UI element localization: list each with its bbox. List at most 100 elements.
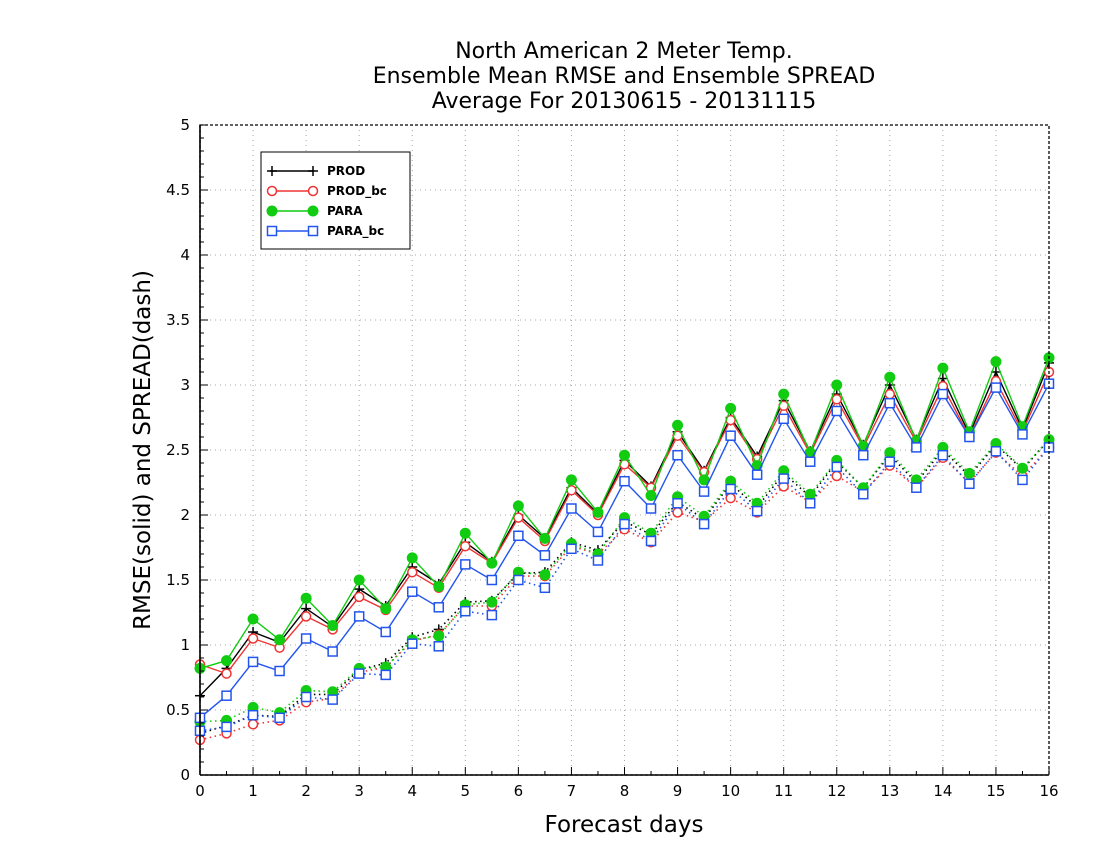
series-para-bc-rmse-point: [513, 530, 524, 542]
x-tick-label: 0: [195, 782, 205, 800]
y-tick-label: 2: [180, 506, 190, 524]
series-prod-bc-rmse-point: [513, 512, 524, 523]
series-para-bc-rmse-point: [751, 469, 763, 480]
legend-marker: [267, 166, 277, 176]
series-para-rmse-point: [645, 490, 657, 501]
series-para-rmse-point: [486, 557, 498, 569]
series-para-bc-rmse-point: [433, 602, 445, 613]
x-tick-label: 9: [673, 782, 683, 800]
series-para-bc-rmse-point: [990, 382, 1002, 393]
series-para-bc-spread-point: [698, 518, 710, 530]
series-para-bc-spread-point: [645, 535, 657, 547]
series-para-bc-spread-point: [353, 668, 365, 679]
series-para-bc-spread-point: [539, 582, 551, 594]
y-tick-label: 2.5: [166, 441, 190, 459]
legend-marker: [307, 205, 319, 217]
series-para-spread-point: [433, 630, 445, 642]
series-para-bc-spread-point: [460, 605, 471, 617]
series-para-bc-spread-point: [990, 446, 1002, 457]
series-para-bc-spread-point: [247, 709, 259, 721]
x-tick-label: 13: [880, 782, 899, 800]
series-para-bc-rmse-point: [300, 633, 312, 644]
series-para-bc-spread-point: [725, 483, 736, 495]
series-para-bc-rmse-point: [884, 397, 896, 409]
series-para-bc-rmse-point: [964, 431, 975, 443]
y-tick-label: 1.5: [166, 571, 190, 589]
series-prod-bc-spread-point: [672, 507, 683, 518]
series-prod-bc-rmse-point: [221, 668, 232, 679]
series-para-bc-rmse-point: [937, 388, 949, 400]
series-para-rmse-point: [619, 449, 630, 461]
series-para-bc-spread-point: [566, 543, 577, 555]
series-para-bc-rmse-point: [327, 646, 338, 657]
series-para-rmse-point: [247, 613, 259, 625]
x-tick-label: 16: [1039, 782, 1058, 800]
series-para-rmse-point: [327, 620, 339, 631]
series-para-bc-rmse-point: [380, 626, 391, 638]
y-tick-label: 0.5: [166, 701, 190, 719]
series-para-rmse-point: [380, 603, 392, 615]
series-prod-bc-rmse-point: [460, 540, 471, 552]
legend-marker: [266, 185, 278, 197]
series-para-rmse-point: [459, 527, 471, 539]
series-para-bc-spread-point: [804, 498, 816, 509]
x-tick-label: 1: [248, 782, 258, 800]
series-para-bc-rmse-point: [592, 526, 604, 538]
series-para-bc-rmse-point: [831, 405, 842, 417]
y-tick-label: 5: [180, 116, 190, 134]
series-para-bc-rmse-point: [247, 656, 259, 668]
series-para-rmse-point: [990, 356, 1002, 368]
series-para-bc-rmse-point: [645, 503, 657, 514]
legend-marker: [307, 185, 319, 197]
y-tick-label: 3.5: [166, 311, 190, 329]
series-para-rmse-point: [831, 379, 843, 391]
legend-marker: [307, 225, 319, 237]
series-prod-bc-spread-point: [725, 492, 736, 504]
x-tick-label: 14: [933, 782, 952, 800]
series-para-bc-rmse-point: [353, 611, 365, 622]
series-para-rmse-point: [539, 532, 551, 544]
series-para-rmse-point: [565, 474, 577, 486]
series-para-rmse-point: [221, 655, 233, 667]
series-para-bc-rmse-point: [1017, 429, 1028, 440]
series-para-bc-spread-point: [858, 488, 869, 500]
series-prod-bc-spread-point: [831, 470, 842, 482]
y-tick-label: 4.5: [166, 181, 190, 199]
x-tick-label: 10: [721, 782, 740, 800]
series-para-bc-spread-point: [937, 449, 949, 461]
series-para-bc-rmse-point: [778, 413, 789, 425]
series-para-bc-rmse-point: [566, 503, 577, 514]
series-para-bc-rmse-point: [725, 430, 736, 441]
series-para-rmse-point: [778, 388, 790, 400]
axes: 0 1 2 3 4 5 6 7 8 9 10 11 12 13 14 15 1600.511.522.533.5…: [166, 116, 1058, 800]
series-para-bc-spread-point: [964, 478, 975, 490]
series-prod-bc-rmse-point: [884, 388, 896, 400]
series-para-rmse-point: [512, 500, 524, 512]
series-para-bc-spread-point: [751, 505, 763, 517]
series-layer: [194, 352, 1055, 746]
series-prod-spread-line: [199, 439, 1050, 735]
series-para-bc-rmse-point: [619, 475, 630, 487]
legend-label: PROD_bc: [327, 184, 387, 199]
y-tick-label: 1: [180, 636, 190, 654]
series-para-bc-rmse-point: [911, 442, 922, 453]
x-tick-label: 3: [354, 782, 364, 800]
y-tick-label: 0: [180, 766, 190, 784]
legend-item-prod-bc: PROD_bc: [266, 184, 387, 199]
legend-marker: [266, 225, 278, 237]
series-para-rmse-point: [672, 419, 684, 431]
series-para-spread-point: [486, 596, 498, 608]
series-para-bc-spread-point: [672, 498, 683, 509]
legend-item-para-bc: PARA_bc: [266, 224, 384, 239]
x-axis-label: Forecast days: [545, 812, 704, 838]
series-para-bc-spread-point: [619, 518, 630, 530]
x-tick-label: 11: [774, 782, 793, 800]
series-para-bc-rmse-point: [539, 550, 551, 561]
x-tick-label: 4: [407, 782, 417, 800]
series-para-bc-rmse-point: [274, 665, 285, 677]
series-para-bc-spread-point: [513, 574, 524, 586]
x-tick-label: 12: [827, 782, 846, 800]
x-tick-label: 5: [461, 782, 471, 800]
series-para-spread-line: [199, 439, 1050, 723]
